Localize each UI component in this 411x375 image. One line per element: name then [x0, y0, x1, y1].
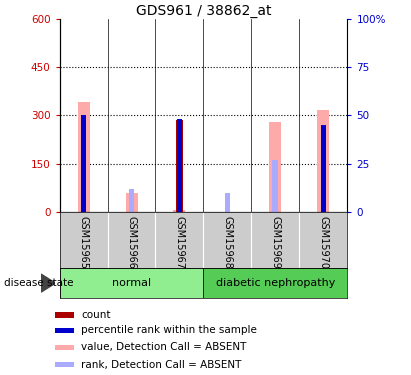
Bar	[55, 362, 74, 368]
Text: rank, Detection Call = ABSENT: rank, Detection Call = ABSENT	[81, 360, 241, 370]
Text: GSM15966: GSM15966	[127, 216, 136, 269]
Bar	[317, 111, 329, 212]
Bar	[60, 268, 203, 298]
Bar	[55, 312, 74, 318]
Bar	[269, 122, 282, 212]
Bar	[55, 345, 74, 350]
Bar	[173, 210, 185, 212]
Text: value, Detection Call = ABSENT: value, Detection Call = ABSENT	[81, 342, 247, 352]
Bar	[203, 268, 347, 298]
Bar	[272, 160, 278, 212]
Text: GSM15965: GSM15965	[79, 216, 88, 269]
Bar	[129, 189, 134, 212]
Bar	[81, 116, 86, 212]
Bar	[224, 193, 230, 212]
Text: GSM15969: GSM15969	[270, 216, 280, 269]
Bar	[55, 327, 74, 333]
Text: GSM15968: GSM15968	[222, 216, 232, 269]
Bar	[78, 102, 90, 212]
Polygon shape	[41, 274, 55, 292]
Bar	[176, 120, 183, 212]
Text: GSM15967: GSM15967	[175, 216, 185, 269]
Text: count: count	[81, 310, 111, 320]
Title: GDS961 / 38862_at: GDS961 / 38862_at	[136, 4, 271, 18]
Text: disease state: disease state	[4, 278, 74, 288]
Text: diabetic nephropathy: diabetic nephropathy	[216, 278, 335, 288]
Bar	[125, 193, 138, 212]
Bar	[321, 125, 326, 212]
Bar	[177, 119, 182, 212]
Text: GSM15970: GSM15970	[319, 216, 328, 269]
Text: normal: normal	[112, 278, 151, 288]
Text: percentile rank within the sample: percentile rank within the sample	[81, 326, 257, 335]
